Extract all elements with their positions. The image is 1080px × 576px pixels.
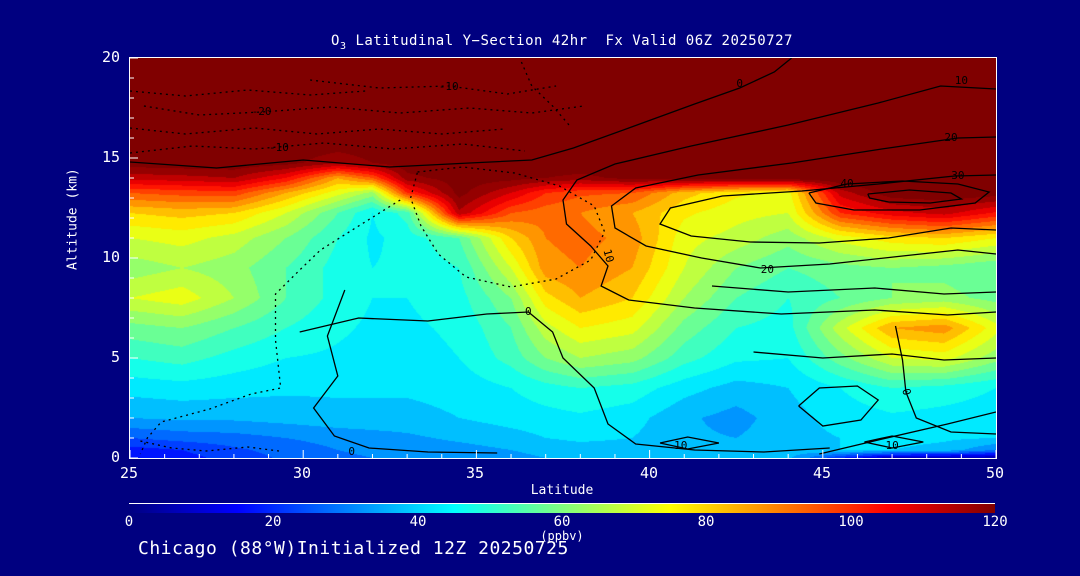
x-tick-label-25: 25	[119, 464, 139, 482]
contour-label: -20	[252, 105, 272, 118]
x-tick-label-35: 35	[465, 464, 485, 482]
colorbar-tick-0: 0	[124, 514, 134, 530]
contour-label: 0	[348, 445, 355, 458]
contour-label: -10	[439, 80, 459, 93]
plot-area: -20 -10 -10 0 10 20 30 40 10 20 0 0 0 10 10	[129, 57, 997, 459]
y-tick-label-0: 0	[110, 448, 120, 466]
contour-label: 10	[674, 439, 687, 452]
contour-label: 10	[601, 248, 617, 264]
ozone-heatmap-canvas	[130, 58, 996, 458]
colorbar-tick-20: 20	[264, 514, 282, 530]
contour-overlay: -20 -10 -10 0 10 20 30 40 10 20 0 0 0 10 10	[130, 58, 996, 458]
x-tick-label-50: 50	[985, 464, 1005, 482]
x-tick-label-40: 40	[639, 464, 659, 482]
colorbar-units: (ppbv)	[540, 529, 584, 543]
contour-label: 40	[840, 177, 853, 190]
colorbar-tick-80: 80	[697, 514, 715, 530]
station-init-caption: Chicago (88°W)Initialized 12Z 20250725	[138, 538, 569, 559]
y-tick-label-10: 10	[101, 248, 120, 266]
y-tick-label-20: 20	[101, 48, 120, 66]
contour-label: 0	[736, 77, 743, 90]
x-axis-title: Latitude	[530, 483, 594, 498]
colorbar-tick-100: 100	[838, 514, 864, 530]
y-tick-label-15: 15	[101, 148, 120, 166]
y-tick-label-5: 5	[110, 348, 120, 366]
colorbar-gradient	[129, 503, 995, 513]
chart-title: O3 Latitudinal Y−Section 42hr Fx Valid 0…	[129, 33, 995, 52]
contour-label: 20	[761, 263, 774, 276]
title-species-subscript: 3	[339, 40, 347, 52]
x-tick-label-30: 30	[292, 464, 312, 482]
contour-label: 30	[951, 169, 964, 182]
colorbar-tick-60: 60	[553, 514, 571, 530]
contour-label: 0	[525, 305, 532, 318]
colorbar-tick-40: 40	[409, 514, 427, 530]
contour-label: -10	[269, 141, 289, 154]
x-tick-label-45: 45	[812, 464, 832, 482]
colorbar-tick-120: 120	[982, 514, 1008, 530]
title-text: Latitudinal Y−Section 42hr Fx Valid 06Z …	[346, 33, 793, 49]
contour-label: 0	[899, 387, 913, 397]
contour-label: 20	[944, 131, 957, 144]
title-species: O	[331, 33, 340, 49]
contour-label: 10	[955, 74, 968, 87]
contour-label: 10	[885, 439, 898, 452]
